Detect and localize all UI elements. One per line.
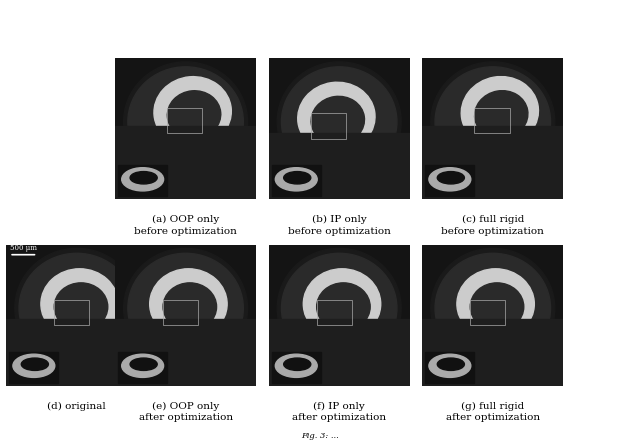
Ellipse shape [284,358,311,370]
Ellipse shape [475,91,528,139]
Ellipse shape [124,248,248,368]
Bar [311,113,346,139]
Ellipse shape [282,253,397,363]
Bar [425,165,474,196]
Ellipse shape [435,67,550,177]
Ellipse shape [437,171,465,184]
Ellipse shape [167,91,221,139]
Ellipse shape [275,354,317,377]
Ellipse shape [21,358,49,370]
Ellipse shape [429,354,471,377]
Ellipse shape [311,96,365,144]
Bar [271,352,321,383]
Ellipse shape [163,283,216,331]
Ellipse shape [277,248,401,368]
Ellipse shape [15,248,139,368]
Ellipse shape [13,354,55,377]
Ellipse shape [154,77,231,147]
Ellipse shape [431,248,555,368]
Ellipse shape [284,171,311,184]
Bar [470,300,506,325]
Ellipse shape [470,283,524,331]
Bar [108,126,263,206]
Ellipse shape [437,358,465,370]
Bar [0,320,154,392]
Text: (d) original: (d) original [47,402,106,411]
Bar [262,133,417,206]
Ellipse shape [303,269,381,339]
Bar [474,107,509,133]
Text: (a) OOP only
before optimization: (a) OOP only before optimization [134,215,237,236]
Text: Fig. 3: ...: Fig. 3: ... [301,432,339,440]
Ellipse shape [122,168,164,191]
Ellipse shape [130,171,157,184]
Ellipse shape [124,62,248,182]
Ellipse shape [298,82,375,153]
Ellipse shape [429,168,471,191]
Ellipse shape [128,253,243,363]
Bar [271,165,321,196]
Text: (c) full rigid
before optimization: (c) full rigid before optimization [442,215,544,236]
Ellipse shape [122,354,164,377]
Ellipse shape [128,67,243,177]
Bar [54,300,90,325]
Bar [118,352,167,383]
Ellipse shape [457,269,534,339]
Bar [108,320,263,392]
Ellipse shape [41,269,118,339]
Ellipse shape [275,168,317,191]
Ellipse shape [317,283,370,331]
Bar [167,107,202,133]
Ellipse shape [461,76,538,147]
Bar [425,352,474,383]
Bar [317,300,352,325]
Bar [9,352,58,383]
Text: (e) OOP only
after optimization: (e) OOP only after optimization [138,402,233,422]
Bar [262,320,417,392]
Ellipse shape [19,253,134,363]
Ellipse shape [435,253,550,363]
Ellipse shape [282,67,397,177]
Ellipse shape [54,283,108,331]
Bar [415,126,570,206]
Ellipse shape [277,62,401,182]
Text: (g) full rigid
after optimization: (g) full rigid after optimization [445,402,540,422]
Text: (f) IP only
after optimization: (f) IP only after optimization [292,402,387,422]
Ellipse shape [431,62,555,182]
Text: (b) IP only
before optimization: (b) IP only before optimization [288,215,390,236]
Bar [415,320,570,392]
Text: 500 μm: 500 μm [10,244,36,252]
Ellipse shape [150,269,227,339]
Bar [163,300,198,325]
Bar [118,165,167,196]
Ellipse shape [130,358,157,370]
